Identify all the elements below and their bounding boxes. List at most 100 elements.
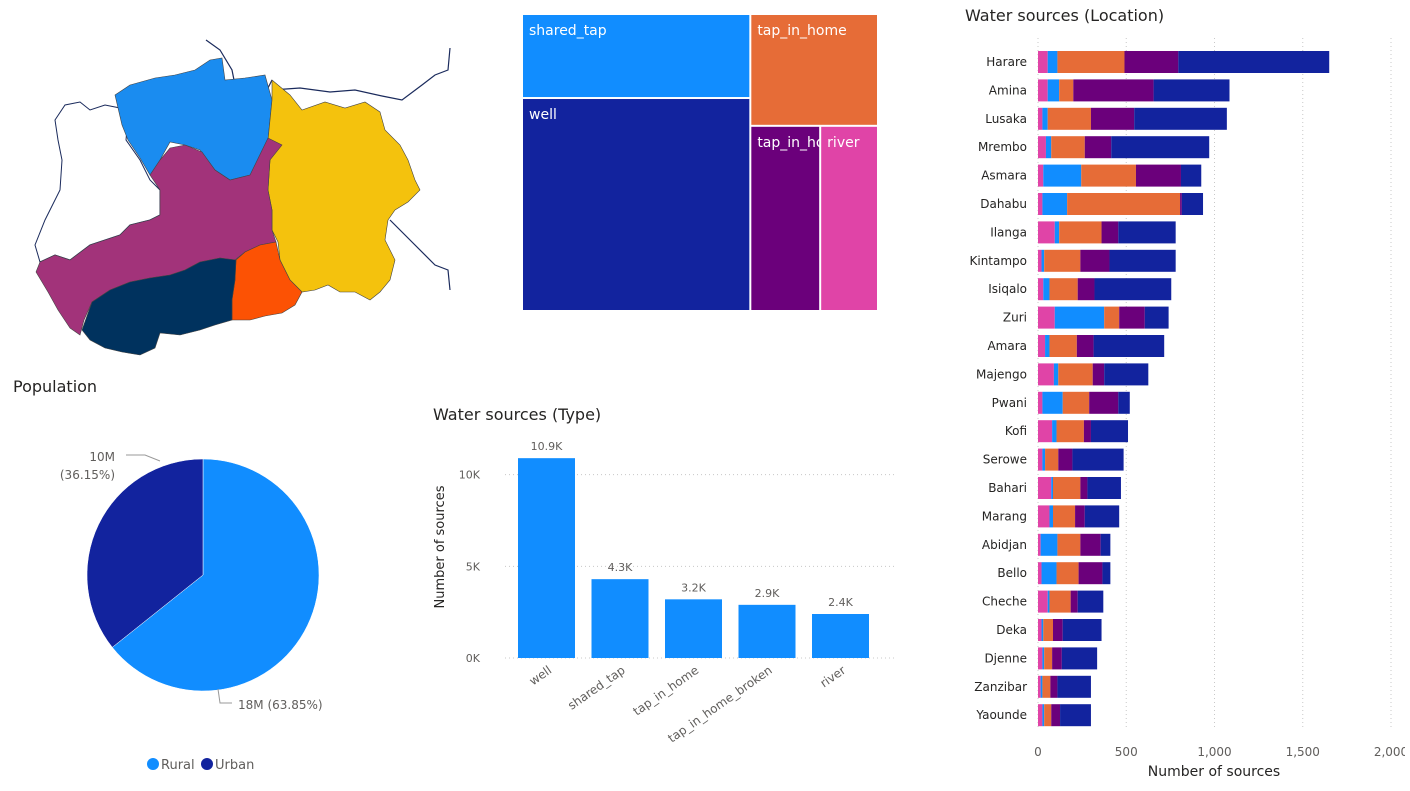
location-bar-segment-shared_tap[interactable] xyxy=(1042,448,1046,471)
location-bar-segment-tap_in_home[interactable] xyxy=(1049,335,1077,357)
location-bar-segment-tap_in_home_broken[interactable] xyxy=(1092,363,1105,386)
location-bar-segment-shared_tap[interactable] xyxy=(1040,675,1043,698)
location-bar-segment-tap_in_home[interactable] xyxy=(1104,306,1120,329)
location-bar-segment-river[interactable] xyxy=(1038,363,1054,386)
legend-rural-label[interactable]: Rural xyxy=(161,758,195,773)
location-bar-segment-well[interactable] xyxy=(1180,164,1202,187)
location-bar-segment-well[interactable] xyxy=(1181,193,1204,215)
location-bar-segment-tap_in_home_broken[interactable] xyxy=(1080,477,1088,499)
location-bar-segment-well[interactable] xyxy=(1111,136,1210,159)
location-bar-segment-well[interactable] xyxy=(1118,391,1130,414)
location-bar-segment-tap_in_home[interactable] xyxy=(1053,477,1081,499)
location-bar-segment-well[interactable] xyxy=(1109,249,1176,272)
type-bar-well[interactable] xyxy=(518,458,575,658)
location-bar-segment-tap_in_home_broken[interactable] xyxy=(1053,619,1063,641)
location-bar-segment-river[interactable] xyxy=(1038,306,1055,329)
location-bar-segment-tap_in_home_broken[interactable] xyxy=(1124,51,1179,73)
location-bar-segment-shared_tap[interactable] xyxy=(1054,306,1105,329)
location-bar-segment-tap_in_home_broken[interactable] xyxy=(1058,448,1073,471)
treemap-tile-tap_in_home_broken[interactable] xyxy=(751,126,820,310)
location-bar-segment-tap_in_home[interactable] xyxy=(1057,533,1081,556)
location-bar-segment-shared_tap[interactable] xyxy=(1043,164,1082,187)
location-bar-segment-tap_in_home_broken[interactable] xyxy=(1070,590,1078,613)
location-bar-segment-tap_in_home_broken[interactable] xyxy=(1089,391,1119,414)
location-bar-segment-shared_tap[interactable] xyxy=(1041,619,1044,641)
location-bar-segment-well[interactable] xyxy=(1178,51,1330,73)
location-bar-segment-tap_in_home_broken[interactable] xyxy=(1073,79,1154,102)
location-bar-segment-river[interactable] xyxy=(1038,278,1044,301)
location-bar-segment-tap_in_home_broken[interactable] xyxy=(1119,306,1145,329)
location-bar-segment-well[interactable] xyxy=(1084,505,1120,528)
location-bar-segment-tap_in_home[interactable] xyxy=(1056,562,1079,585)
location-bar-segment-tap_in_home_broken[interactable] xyxy=(1083,420,1091,443)
location-bar-segment-river[interactable] xyxy=(1038,79,1048,102)
location-bar-segment-well[interactable] xyxy=(1087,477,1121,499)
region-map[interactable] xyxy=(10,30,460,365)
location-bar-segment-river[interactable] xyxy=(1038,335,1046,357)
type-bar-river[interactable] xyxy=(812,614,869,658)
location-bar-segment-river[interactable] xyxy=(1038,391,1043,414)
location-bar-segment-river[interactable] xyxy=(1038,164,1044,187)
location-bar-segment-tap_in_home_broken[interactable] xyxy=(1135,164,1181,187)
location-bar-segment-well[interactable] xyxy=(1118,221,1176,244)
location-bar-segment-river[interactable] xyxy=(1038,647,1043,670)
pie-slice-rural[interactable] xyxy=(111,458,320,692)
location-bar-segment-river[interactable] xyxy=(1038,477,1052,499)
location-bar-segment-tap_in_home[interactable] xyxy=(1044,647,1053,670)
location-bar-segment-tap_in_home[interactable] xyxy=(1042,675,1051,698)
location-bar-segment-shared_tap[interactable] xyxy=(1042,647,1045,670)
location-bar-segment-shared_tap[interactable] xyxy=(1052,420,1057,443)
treemap-tile-shared_tap[interactable] xyxy=(523,15,750,98)
location-bar-segment-shared_tap[interactable] xyxy=(1053,363,1059,386)
treemap-tile-well[interactable] xyxy=(523,99,750,310)
location-bar-segment-tap_in_home[interactable] xyxy=(1045,448,1059,471)
location-bar-segment-river[interactable] xyxy=(1038,562,1042,585)
location-bar-segment-river[interactable] xyxy=(1038,448,1043,471)
location-bar-segment-tap_in_home_broken[interactable] xyxy=(1090,107,1135,130)
location-bar-segment-well[interactable] xyxy=(1060,704,1091,727)
location-bar-segment-tap_in_home_broken[interactable] xyxy=(1050,675,1058,698)
location-bar-segment-tap_in_home_broken[interactable] xyxy=(1080,249,1110,272)
location-bar-segment-well[interactable] xyxy=(1072,448,1124,471)
pie-slice-urban[interactable] xyxy=(86,458,204,648)
location-bar-segment-river[interactable] xyxy=(1038,619,1042,641)
treemap-tile-river[interactable] xyxy=(821,126,877,310)
location-bar-segment-well[interactable] xyxy=(1077,590,1104,613)
location-bar-segment-tap_in_home_broken[interactable] xyxy=(1077,278,1095,301)
type-bar-chart[interactable]: Number of sources 0K 5K 10K 10.9K well 4.3K sh… xyxy=(425,430,905,770)
legend-urban-label[interactable]: Urban xyxy=(215,758,254,773)
location-bar-segment-shared_tap[interactable] xyxy=(1049,505,1054,528)
location-bar-segment-shared_tap[interactable] xyxy=(1054,221,1060,244)
location-bar-segment-shared_tap[interactable] xyxy=(1041,562,1057,585)
location-bar-segment-well[interactable] xyxy=(1057,675,1091,698)
location-bar-segment-well[interactable] xyxy=(1062,619,1102,641)
location-bar-segment-shared_tap[interactable] xyxy=(1040,533,1058,556)
location-bar-segment-well[interactable] xyxy=(1144,306,1169,329)
location-bar-segment-tap_in_home[interactable] xyxy=(1049,278,1078,301)
location-bar-segment-tap_in_home[interactable] xyxy=(1044,249,1081,272)
location-bar-segment-tap_in_home[interactable] xyxy=(1058,363,1093,386)
treemap-tile-tap_in_home[interactable] xyxy=(751,15,877,125)
location-bar-segment-river[interactable] xyxy=(1038,675,1041,698)
location-bar-segment-tap_in_home_broken[interactable] xyxy=(1051,704,1061,727)
location-bar-segment-tap_in_home_broken[interactable] xyxy=(1084,136,1112,159)
location-bar-segment-well[interactable] xyxy=(1104,363,1149,386)
location-bar-segment-river[interactable] xyxy=(1038,193,1043,215)
location-bar-segment-shared_tap[interactable] xyxy=(1051,477,1054,499)
location-bar-segment-river[interactable] xyxy=(1038,590,1048,613)
location-bar-segment-well[interactable] xyxy=(1134,107,1227,130)
location-bar-segment-river[interactable] xyxy=(1038,136,1046,159)
type-bar-tap_in_home_broken[interactable] xyxy=(738,604,796,658)
location-bar-segment-tap_in_home[interactable] xyxy=(1067,193,1181,215)
location-bar-segment-tap_in_home[interactable] xyxy=(1062,391,1090,414)
type-bar-tap_in_home[interactable] xyxy=(665,599,722,658)
location-bar-segment-tap_in_home[interactable] xyxy=(1053,505,1076,528)
population-pie-chart[interactable]: 10M (36.15%) 18M (63.85%) Rural Urban xyxy=(0,400,420,785)
location-bar-segment-tap_in_home[interactable] xyxy=(1081,164,1136,187)
location-bar-segment-shared_tap[interactable] xyxy=(1045,136,1052,159)
location-bar-segment-tap_in_home_broken[interactable] xyxy=(1075,505,1085,528)
location-bar-segment-shared_tap[interactable] xyxy=(1042,107,1048,130)
location-bar-segment-tap_in_home_broken[interactable] xyxy=(1080,533,1101,556)
location-bar-segment-tap_in_home[interactable] xyxy=(1044,704,1052,727)
location-bar-segment-well[interactable] xyxy=(1100,533,1111,556)
